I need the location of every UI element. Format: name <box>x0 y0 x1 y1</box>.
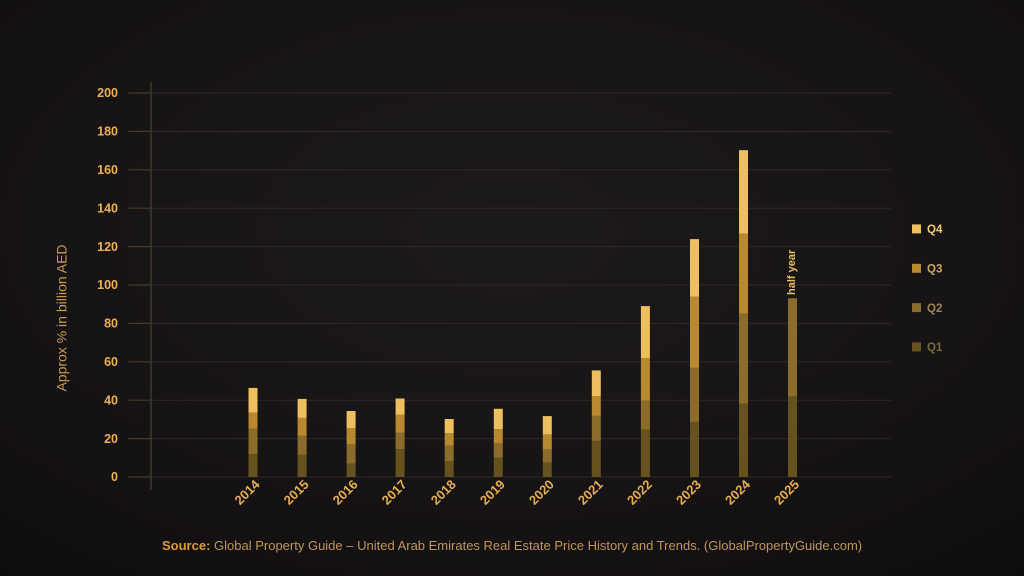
svg-text:Q1: Q1 <box>927 342 943 354</box>
svg-text:140: 140 <box>97 201 118 215</box>
svg-text:80: 80 <box>104 317 118 331</box>
svg-text:20: 20 <box>104 432 118 446</box>
svg-text:half year: half year <box>786 249 798 295</box>
svg-text:Q3: Q3 <box>927 264 942 276</box>
svg-text:60: 60 <box>104 355 118 369</box>
svg-text:Q2: Q2 <box>927 303 942 315</box>
svg-text:Source: Global Property Guide: Source: Global Property Guide – United A… <box>162 538 862 553</box>
svg-text:40: 40 <box>104 393 118 407</box>
svg-text:100: 100 <box>97 278 118 292</box>
svg-text:0: 0 <box>111 470 118 484</box>
svg-text:200: 200 <box>97 86 118 100</box>
svg-text:180: 180 <box>97 125 118 139</box>
svg-text:120: 120 <box>97 240 118 254</box>
svg-text:Approx % in billion AED: Approx % in billion AED <box>54 244 70 391</box>
svg-text:160: 160 <box>97 163 118 177</box>
svg-text:Q4: Q4 <box>927 224 943 236</box>
